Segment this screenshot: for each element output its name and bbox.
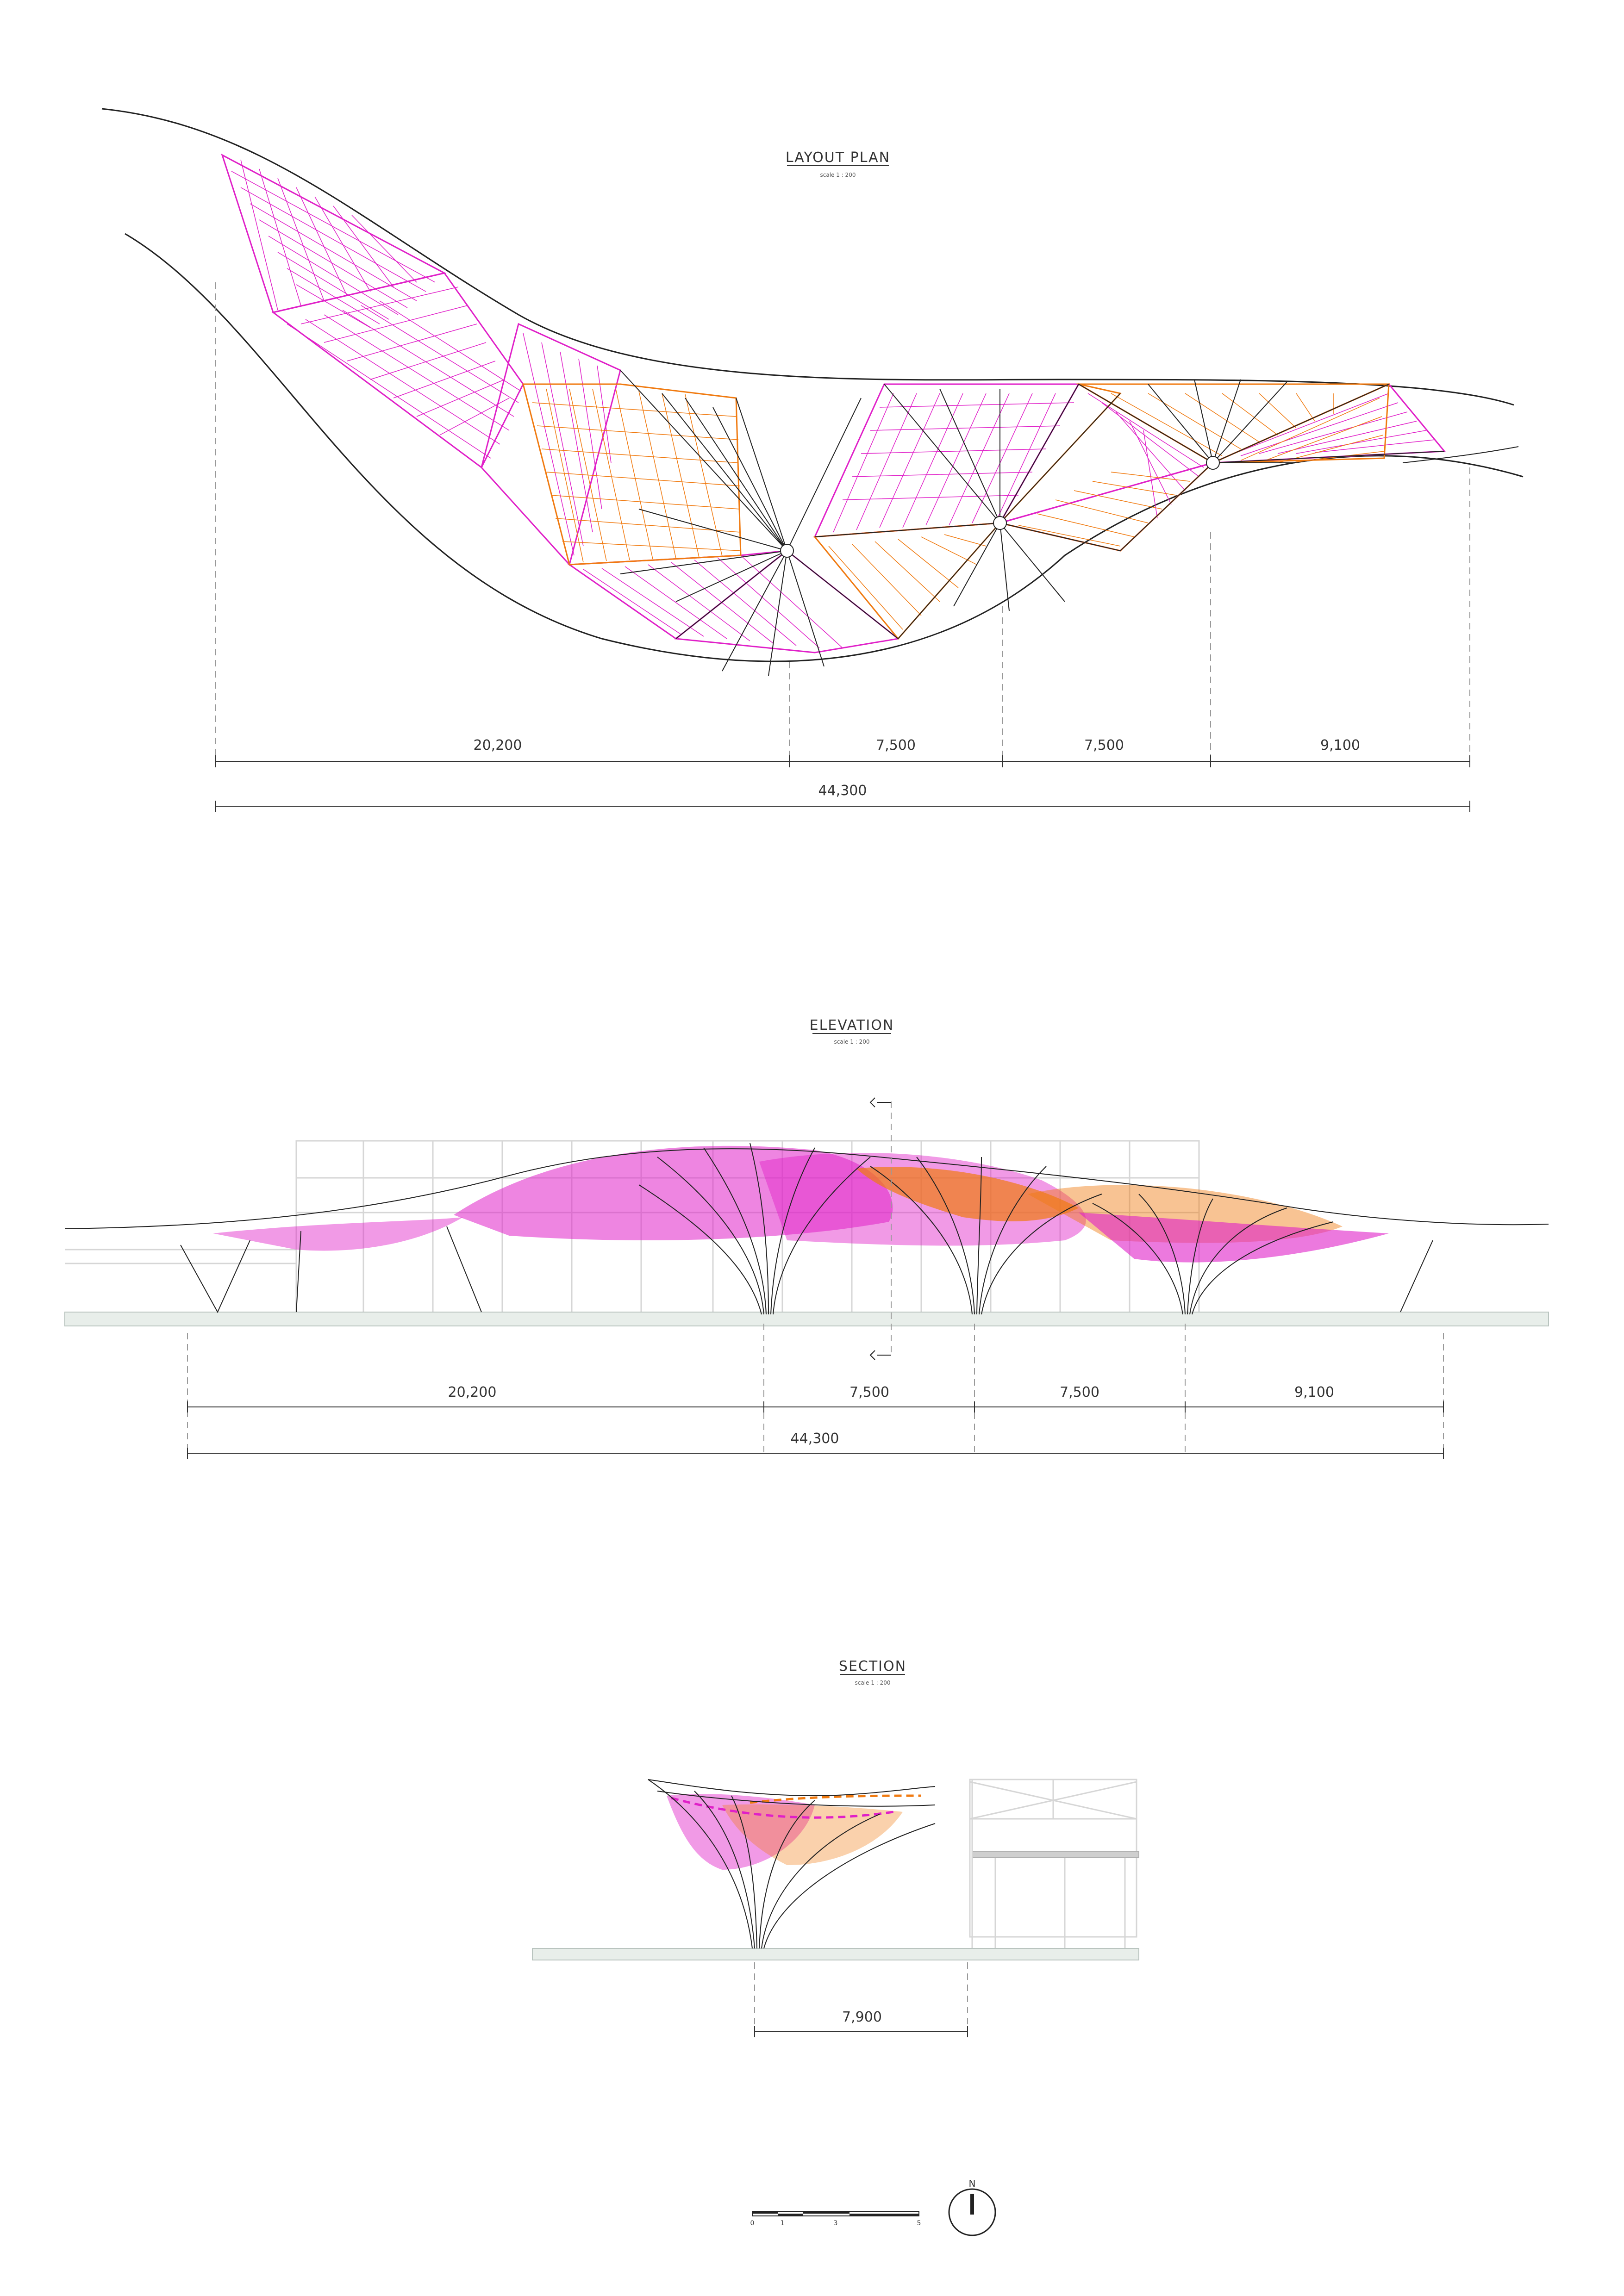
- scale-tick-1: 1: [781, 2220, 785, 2227]
- plan-dim-2: 7,500: [876, 737, 916, 753]
- plan-title: LAYOUT PLAN: [786, 149, 890, 166]
- elevation-section-marker: [869, 1097, 892, 1360]
- plan-column-ribs: [620, 370, 1445, 676]
- section-ribs: [648, 1779, 936, 1949]
- plan-secondary-edge: [1402, 446, 1519, 463]
- elevation-ground: [64, 1312, 1549, 1326]
- section-dimension: 7,900: [754, 2009, 968, 2037]
- plan-dimensions: 20,200 7,500 7,500 9,100 44,300: [215, 737, 1470, 812]
- plan-scale: scale 1 : 200: [820, 172, 856, 178]
- plan-inner-edge: [125, 233, 1524, 662]
- plan-orange-grid: [532, 388, 1385, 630]
- north-arrow-icon: N: [948, 2178, 996, 2236]
- north-label: N: [969, 2178, 976, 2189]
- elevation-extension-lines: [187, 1324, 1444, 1456]
- elevation: ELEVATION scale 1 : 200: [64, 1017, 1549, 1459]
- section-dim: 7,900: [842, 2009, 882, 2025]
- elevation-dim-1: 20,200: [448, 1384, 497, 1400]
- section-title: SECTION: [839, 1658, 906, 1674]
- plan-dim-3: 7,500: [1084, 737, 1124, 753]
- scale-bar: 0 1 3 5: [750, 2211, 921, 2227]
- plan-outer-edge: [101, 108, 1514, 406]
- section: SECTION scale 1 : 200: [532, 1658, 1139, 2037]
- plan-extension-lines: [215, 282, 1470, 764]
- plan-dim-4: 9,100: [1320, 737, 1360, 753]
- elevation-columns: [180, 1143, 1433, 1315]
- layout-plan: LAYOUT PLAN scale 1 : 200: [101, 108, 1524, 812]
- plan-column-nodes: [780, 456, 1220, 558]
- section-scale: scale 1 : 200: [855, 1680, 891, 1686]
- elevation-membranes: [213, 1145, 1389, 1263]
- section-ground: [532, 1948, 1139, 1960]
- plan-magenta-grid: [231, 159, 1436, 648]
- plan-magenta-panels: [221, 153, 1446, 653]
- elevation-title: ELEVATION: [810, 1017, 894, 1033]
- scale-tick-5: 5: [917, 2220, 921, 2227]
- plan-orange-panels: [522, 383, 1390, 640]
- scale-tick-3: 3: [834, 2220, 838, 2227]
- elevation-dim-2: 7,500: [849, 1384, 889, 1400]
- elevation-dim-total: 44,300: [791, 1431, 839, 1447]
- elevation-canopy-edge: [64, 1148, 1549, 1229]
- elevation-dim-3: 7,500: [1060, 1384, 1099, 1400]
- elevation-dim-4: 9,100: [1294, 1384, 1334, 1400]
- plan-dim-1: 20,200: [474, 737, 522, 753]
- elevation-dimensions: 20,200 7,500 7,500 9,100 44,300: [187, 1384, 1444, 1459]
- plan-dim-total: 44,300: [818, 783, 867, 799]
- scale-tick-0: 0: [750, 2220, 755, 2227]
- section-membrane: [667, 1794, 922, 1870]
- section-extension-lines: [754, 1962, 968, 2034]
- elevation-scale: scale 1 : 200: [834, 1039, 870, 1045]
- section-adjacent-building: [969, 1779, 1139, 1951]
